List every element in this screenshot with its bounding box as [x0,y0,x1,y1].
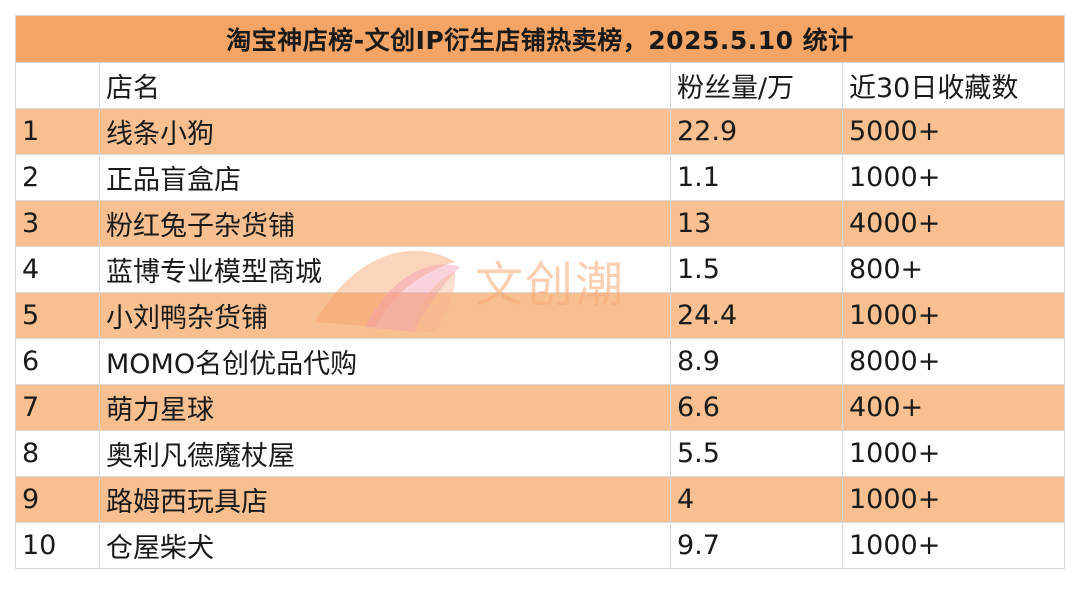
table-row: 2 正品盲盒店 1.1 1000+ [15,154,1066,201]
cell-shop-name: 萌力星球 [99,384,671,431]
cell-fans: 1.5 [670,246,843,293]
cell-shop-name: 路姆西玩具店 [99,476,671,523]
cell-fans: 1.1 [670,154,843,201]
cell-rank: 2 [15,154,100,201]
cell-shop-name: 线条小狗 [99,108,671,155]
cell-favorites: 800+ [841,246,1066,293]
cell-rank: 5 [15,292,100,339]
table-row: 9 路姆西玩具店 4 1000+ [15,476,1066,523]
cell-fans: 24.4 [670,292,843,339]
cell-fans: 6.6 [670,384,843,431]
table-row: 3 粉红兔子杂货铺 13 4000+ [15,200,1066,247]
cell-favorites: 1000+ [841,154,1066,201]
table-row: 5 小刘鸭杂货铺 24.4 1000+ [15,292,1066,339]
cell-fans: 5.5 [670,430,843,477]
table-row: 8 奥利凡德魔杖屋 5.5 1000+ [15,430,1066,477]
cell-rank: 7 [15,384,100,431]
cell-rank: 9 [15,476,100,523]
cell-shop-name: 粉红兔子杂货铺 [99,200,671,247]
cell-favorites: 8000+ [841,338,1066,385]
table-row: 10 仓屋柴犬 9.7 1000+ [15,522,1066,569]
cell-rank: 4 [15,246,100,293]
cell-shop-name: 正品盲盒店 [99,154,671,201]
header-favorites: 近30日收藏数 [841,62,1066,109]
cell-favorites: 1000+ [841,476,1066,523]
cell-rank: 8 [15,430,100,477]
cell-favorites: 400+ [841,384,1066,431]
table-row: 6 MOMO名创优品代购 8.9 8000+ [15,338,1066,385]
cell-favorites: 1000+ [841,430,1066,477]
cell-shop-name: 小刘鸭杂货铺 [99,292,671,339]
table-body: 店名 粉丝量/万 近30日收藏数 1 线条小狗 22.9 5000+ 2 正品盲盒店 1.1… [15,62,1066,569]
cell-fans: 8.9 [670,338,843,385]
cell-favorites: 4000+ [841,200,1066,247]
table-title: 淘宝神店榜-文创IP衍生店铺热卖榜，2025.5.10 统计 [14,15,1066,63]
ranking-table-container: 淘宝神店榜-文创IP衍生店铺热卖榜，2025.5.10 统计 店名 粉丝量/万 … [14,15,1066,569]
cell-rank: 6 [15,338,100,385]
cell-favorites: 1000+ [841,292,1066,339]
cell-rank: 1 [15,108,100,155]
header-row: 店名 粉丝量/万 近30日收藏数 [15,62,1066,109]
cell-shop-name: MOMO名创优品代购 [99,338,671,385]
cell-rank: 3 [15,200,100,247]
cell-fans: 9.7 [670,522,843,569]
cell-favorites: 5000+ [841,108,1066,155]
header-rank [15,62,100,109]
cell-shop-name: 奥利凡德魔杖屋 [99,430,671,477]
header-shop-name: 店名 [99,62,671,109]
cell-shop-name: 蓝博专业模型商城 [99,246,671,293]
cell-rank: 10 [15,522,100,569]
table-row: 7 萌力星球 6.6 400+ [15,384,1066,431]
cell-fans: 22.9 [670,108,843,155]
cell-fans: 4 [670,476,843,523]
cell-favorites: 1000+ [841,522,1066,569]
cell-fans: 13 [670,200,843,247]
table-row: 4 蓝博专业模型商城 1.5 800+ [15,246,1066,293]
header-fans: 粉丝量/万 [670,62,843,109]
cell-shop-name: 仓屋柴犬 [99,522,671,569]
ranking-table: 淘宝神店榜-文创IP衍生店铺热卖榜，2025.5.10 统计 店名 粉丝量/万 … [14,15,1066,569]
table-row: 1 线条小狗 22.9 5000+ [15,108,1066,155]
